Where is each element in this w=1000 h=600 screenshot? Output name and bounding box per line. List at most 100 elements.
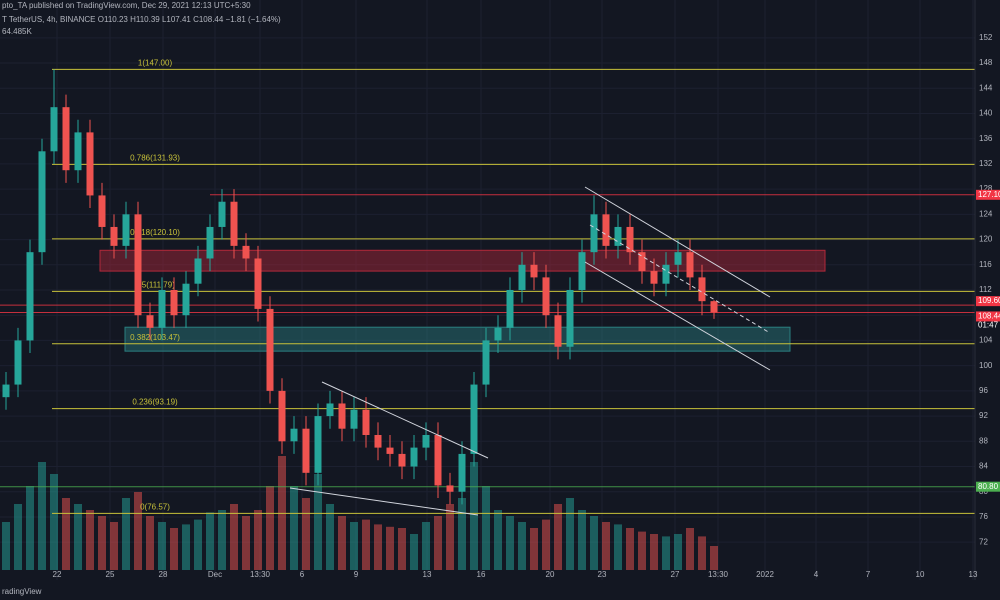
candles bbox=[2, 69, 718, 505]
x-tick-label: 13:30 bbox=[250, 570, 271, 579]
volume-bar bbox=[494, 510, 502, 570]
volume-bar bbox=[686, 528, 694, 570]
candle-body bbox=[62, 107, 70, 171]
candle-body bbox=[626, 226, 634, 253]
fib-retracement: 1(147.00) 0.786(131.93) 0.618(120.10) 0.5(1… bbox=[0, 58, 975, 514]
volume-bar bbox=[458, 498, 466, 570]
volume-bar bbox=[578, 510, 586, 570]
x-tick-label: 23 bbox=[598, 570, 607, 579]
x-tick-label: 20 bbox=[546, 570, 555, 579]
volume-bar bbox=[506, 516, 514, 570]
x-tick-label: 28 bbox=[159, 570, 168, 579]
channel-top bbox=[584, 186, 771, 298]
volume-bar bbox=[674, 534, 682, 570]
volume-bar bbox=[446, 504, 454, 570]
y-tick-label: 112 bbox=[979, 285, 992, 294]
candle-body bbox=[110, 226, 118, 246]
candle-body bbox=[170, 290, 178, 316]
volume-bar bbox=[290, 486, 298, 570]
candle-body bbox=[590, 214, 598, 253]
symbol-line: T TetherUS, 4h, BINANCE O110.23 H110.39 … bbox=[2, 15, 281, 24]
volume-bar bbox=[38, 462, 46, 570]
fib-label: 0.236(93.19) bbox=[132, 398, 178, 407]
candle-body bbox=[386, 447, 394, 454]
candle-body bbox=[482, 340, 490, 385]
volume-bar bbox=[170, 528, 178, 570]
volume-line: 64.485K bbox=[2, 27, 32, 36]
candle-body bbox=[122, 214, 130, 246]
volume-bar bbox=[602, 522, 610, 570]
y-tick-label: 152 bbox=[979, 33, 993, 42]
price-tag bbox=[976, 189, 1000, 200]
volume-bar bbox=[254, 510, 262, 570]
volume-bar bbox=[302, 498, 310, 570]
volume-bar bbox=[626, 528, 634, 570]
price-tag bbox=[976, 311, 1000, 322]
y-tick-label: 128 bbox=[979, 184, 993, 193]
x-tick-label: 13 bbox=[423, 570, 432, 579]
volume-bar bbox=[86, 510, 94, 570]
candle-body bbox=[26, 252, 34, 341]
fib-label: 0.618(120.10) bbox=[130, 228, 180, 237]
volume-bar bbox=[206, 512, 214, 570]
candle-body bbox=[14, 340, 22, 385]
candle-body bbox=[554, 315, 562, 347]
candle-body bbox=[302, 428, 310, 473]
price-tag-label: 109.60 bbox=[978, 296, 1000, 305]
candle-body bbox=[278, 390, 286, 442]
fib-label: 0.786(131.93) bbox=[130, 153, 180, 162]
fib-label: 0(76.57) bbox=[140, 502, 170, 511]
candle-body bbox=[698, 277, 706, 302]
volume-bar bbox=[218, 510, 226, 570]
y-tick-label: 136 bbox=[979, 134, 993, 143]
candle-body bbox=[470, 384, 478, 454]
candle-body bbox=[218, 201, 226, 227]
volume-bar bbox=[26, 486, 34, 570]
candle-body bbox=[134, 214, 142, 316]
volume-bar bbox=[410, 534, 418, 570]
volume-bar bbox=[2, 522, 10, 570]
volume-bar bbox=[614, 524, 622, 570]
price-tag bbox=[976, 481, 1000, 492]
y-tick-label: 88 bbox=[979, 436, 988, 445]
volume-bar bbox=[338, 516, 346, 570]
x-tick-label: 13:30 bbox=[708, 570, 729, 579]
candle-body bbox=[230, 201, 238, 246]
candle-body bbox=[350, 409, 358, 429]
candle-body bbox=[326, 403, 334, 417]
candle-body bbox=[86, 132, 94, 196]
volume-bar bbox=[350, 522, 358, 570]
price-tag bbox=[976, 296, 1000, 307]
x-tick-label: 16 bbox=[477, 570, 486, 579]
candle-body bbox=[458, 453, 466, 492]
zone bbox=[124, 326, 791, 352]
candle-body bbox=[158, 290, 166, 328]
volume-bar bbox=[182, 524, 190, 570]
candle-body bbox=[662, 264, 670, 284]
y-tick-label: 120 bbox=[979, 235, 993, 244]
candle-body bbox=[74, 132, 82, 171]
candle-body bbox=[242, 245, 250, 259]
candle-body bbox=[266, 308, 274, 391]
wedge-bottom bbox=[289, 487, 479, 516]
x-tick-label: 4 bbox=[814, 570, 819, 579]
candle-body bbox=[446, 485, 454, 492]
candle-body bbox=[518, 264, 526, 290]
volume-pane bbox=[2, 456, 718, 570]
volume-bar bbox=[194, 519, 202, 570]
candle-body bbox=[578, 252, 586, 290]
volume-bar bbox=[638, 531, 646, 570]
y-tick-label: 72 bbox=[979, 537, 988, 546]
volume-bar bbox=[470, 462, 478, 570]
volume-bar bbox=[650, 534, 658, 570]
volume-bar bbox=[158, 522, 166, 570]
volume-bar bbox=[326, 504, 334, 570]
candle-body bbox=[674, 252, 682, 265]
candle-body bbox=[206, 226, 214, 259]
volume-bar bbox=[134, 492, 142, 570]
volume-bar bbox=[710, 546, 718, 570]
candle-body bbox=[602, 214, 610, 246]
candle-body bbox=[338, 403, 346, 429]
volume-bar bbox=[14, 504, 22, 570]
x-tick-label: 9 bbox=[354, 570, 359, 579]
